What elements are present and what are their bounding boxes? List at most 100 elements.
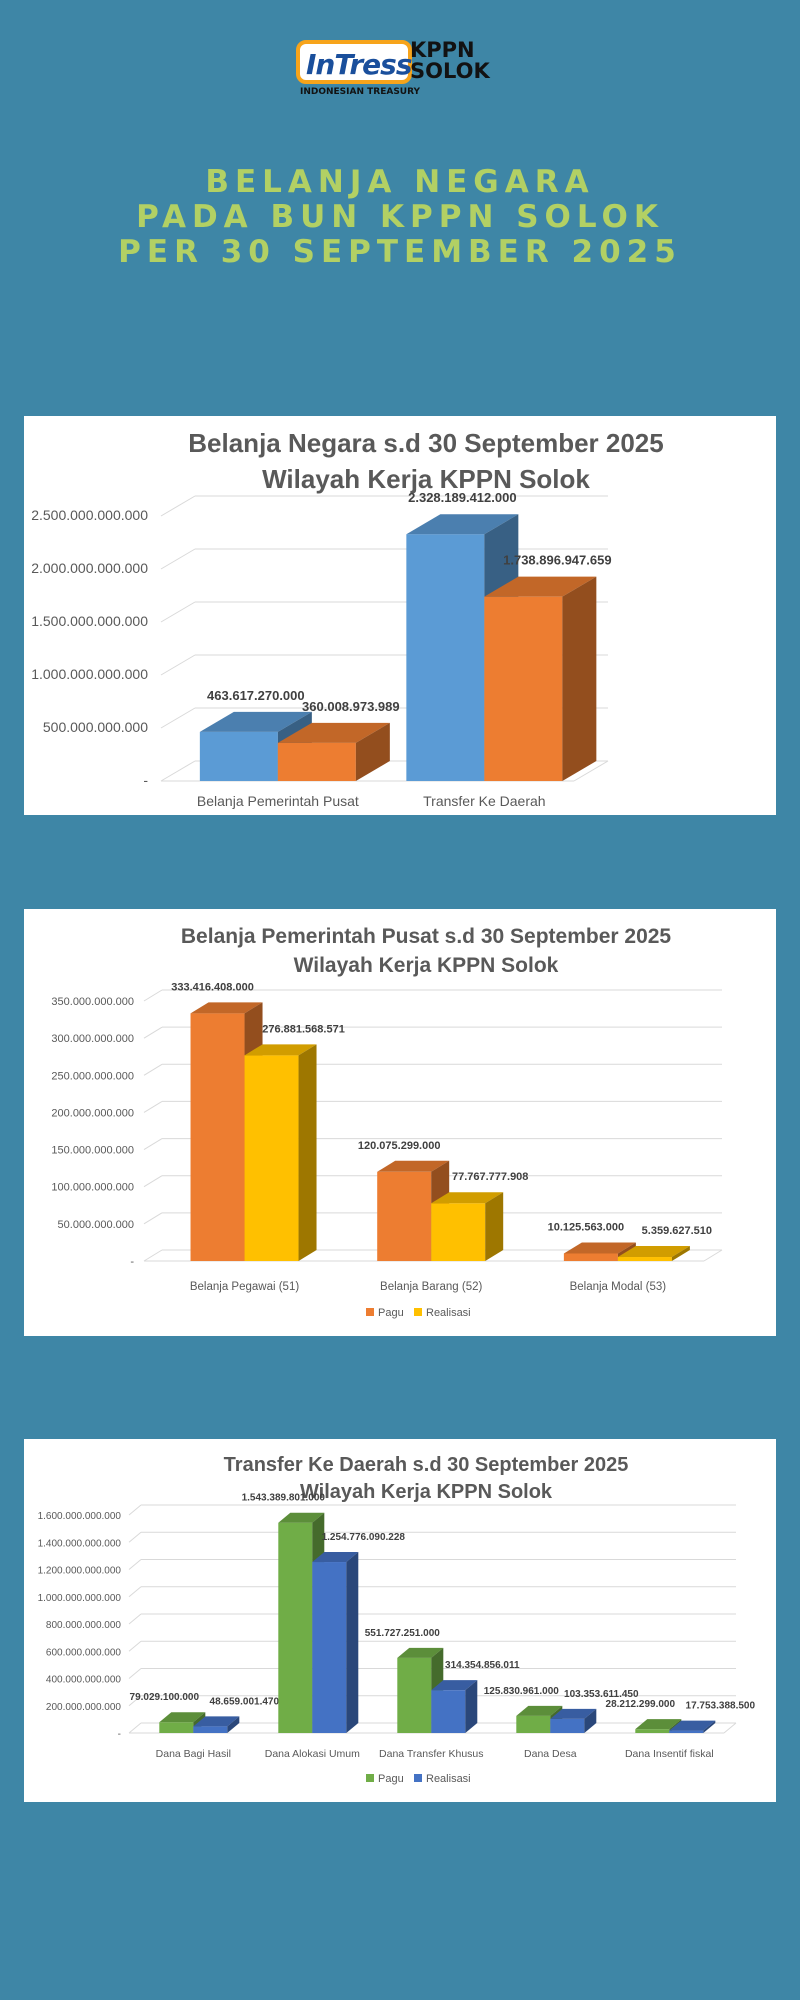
data-label: 103.353.611.450: [564, 1689, 639, 1700]
bar-front: [377, 1171, 432, 1261]
bar-front: [484, 596, 563, 781]
data-label: 276.881.568.571: [262, 1023, 345, 1035]
bar-front: [563, 1253, 618, 1261]
bar-top: [278, 1512, 325, 1523]
bar-side: [584, 1708, 597, 1733]
bar-side: [562, 576, 597, 781]
gridline-side: [143, 1175, 163, 1188]
gridline-side: [128, 1504, 142, 1516]
category-label: Belanja Pegawai (51): [190, 1281, 299, 1293]
gridline-side: [128, 1613, 142, 1625]
page-title-line3: PER 30 SEPTEMBER 2025: [118, 234, 682, 270]
y-tick-label: -: [118, 1729, 121, 1740]
category-label: Belanja Pemerintah Pusat: [197, 793, 359, 809]
y-tick-label: 50.000.000.000: [58, 1219, 134, 1231]
chart-belanja-negara: Belanja Negara s.d 30 September 2025 Wila…: [31, 428, 664, 809]
bar-top: [377, 1160, 450, 1172]
logo-org-line2: SOLOK: [410, 59, 490, 83]
y-tick-label: 250.000.000.000: [51, 1070, 134, 1082]
bar-side: [671, 1246, 690, 1261]
logo-badge: InTress: [296, 40, 413, 84]
gridline-side: [128, 1586, 142, 1598]
bar-top: [193, 1716, 240, 1727]
bar-top: [406, 514, 519, 535]
gridline-side: [143, 1212, 163, 1225]
floor-line: [573, 760, 609, 782]
bar-front: [431, 1203, 486, 1261]
chart-title-line1: Transfer Ke Daerah s.d 30 September 2025: [224, 1454, 629, 1476]
gridline-side: [143, 989, 163, 1002]
legend-label: Pagu: [378, 1307, 404, 1319]
y-tick-label: 400.000.000.000: [46, 1675, 122, 1686]
data-label: 48.659.001.470: [210, 1696, 280, 1707]
y-tick-label: 150.000.000.000: [51, 1145, 134, 1157]
bar-top: [617, 1246, 690, 1258]
bar-top: [312, 1552, 359, 1563]
bar-top: [244, 1044, 317, 1056]
category-label: Belanja Modal (53): [570, 1281, 667, 1293]
y-tick-label: 1.200.000.000.000: [38, 1566, 122, 1577]
chart-title-line1: Belanja Pemerintah Pusat s.d 30 Septembe…: [181, 925, 672, 948]
bar-front: [669, 1730, 704, 1733]
gridline-side: [160, 654, 196, 676]
gridline-side: [128, 1668, 142, 1679]
data-label: 125.830.961.000: [484, 1686, 560, 1697]
bar-front: [406, 534, 485, 781]
bar-top: [159, 1712, 206, 1723]
bar-side: [465, 1680, 478, 1733]
chart-card-transfer-ke-daerah: Transfer Ke Daerah s.d 30 September 2025…: [24, 1439, 776, 1802]
y-tick-label: 350.000.000.000: [51, 996, 134, 1008]
y-tick-label: 1.500.000.000.000: [31, 613, 148, 629]
data-label: 77.767.777.908: [452, 1171, 528, 1183]
bar-front: [397, 1657, 432, 1733]
floor-line: [723, 1722, 737, 1734]
data-label: 79.029.100.000: [130, 1692, 200, 1703]
data-label: 1.254.776.090.228: [322, 1532, 406, 1543]
legend-label: Realisasi: [426, 1773, 471, 1785]
legend-swatch: [366, 1308, 374, 1316]
y-tick-label: 2.000.000.000.000: [31, 560, 148, 576]
logo-name: InTress: [306, 48, 413, 81]
bar-front: [617, 1257, 672, 1261]
legend-label: Pagu: [378, 1773, 404, 1785]
data-label: 333.416.408.000: [171, 981, 254, 993]
chart-transfer-ke-daerah: Transfer Ke Daerah s.d 30 September 2025…: [38, 1454, 756, 1785]
logo-subtitle: INDONESIAN TREASURY: [300, 87, 421, 97]
category-label: Dana Desa: [524, 1748, 577, 1760]
category-label: Belanja Barang (52): [380, 1281, 482, 1293]
gridline-side: [128, 1559, 142, 1570]
bar-top: [516, 1705, 563, 1716]
gridline-side: [143, 1063, 163, 1076]
bar-side: [346, 1552, 359, 1733]
gridline-side: [143, 1249, 163, 1262]
category-label: Dana Alokasi Umum: [265, 1748, 360, 1760]
y-tick-label: -: [130, 1256, 134, 1268]
data-label: 1.543.389.801.000: [242, 1493, 326, 1504]
gridline-side: [143, 1101, 163, 1113]
data-label: 314.354.856.011: [445, 1660, 520, 1671]
bar-front: [550, 1718, 585, 1733]
data-label: 360.008.973.989: [302, 699, 400, 714]
page-title-line2: PADA BUN KPPN SOLOK: [136, 199, 664, 235]
data-label: 5.359.627.510: [642, 1225, 712, 1237]
bar-top: [563, 1242, 636, 1254]
bar-front: [190, 1013, 245, 1261]
gridline-side: [143, 1138, 163, 1150]
bar-front: [516, 1715, 551, 1733]
category-label: Dana Transfer Khusus: [379, 1748, 483, 1760]
gridline-side: [160, 707, 196, 729]
gridline-side: [128, 1531, 142, 1543]
bar-side: [298, 1044, 317, 1261]
bar-top: [199, 711, 312, 732]
data-label: 120.075.299.000: [358, 1140, 441, 1152]
data-label: 551.727.251.000: [365, 1628, 441, 1639]
bar-top: [431, 1680, 478, 1691]
legend-swatch: [414, 1774, 422, 1782]
gridline-side: [160, 495, 196, 517]
y-tick-label: 200.000.000.000: [46, 1702, 122, 1713]
page-title: BELANJA NEGARA PADA BUN KPPN SOLOK PER 3…: [0, 165, 800, 270]
bar-top: [397, 1647, 444, 1658]
chart-title-line2: Wilayah Kerja KPPN Solok: [262, 464, 590, 494]
bar-side: [485, 1192, 504, 1261]
chart-title-line1: Belanja Negara s.d 30 September 2025: [188, 428, 663, 458]
